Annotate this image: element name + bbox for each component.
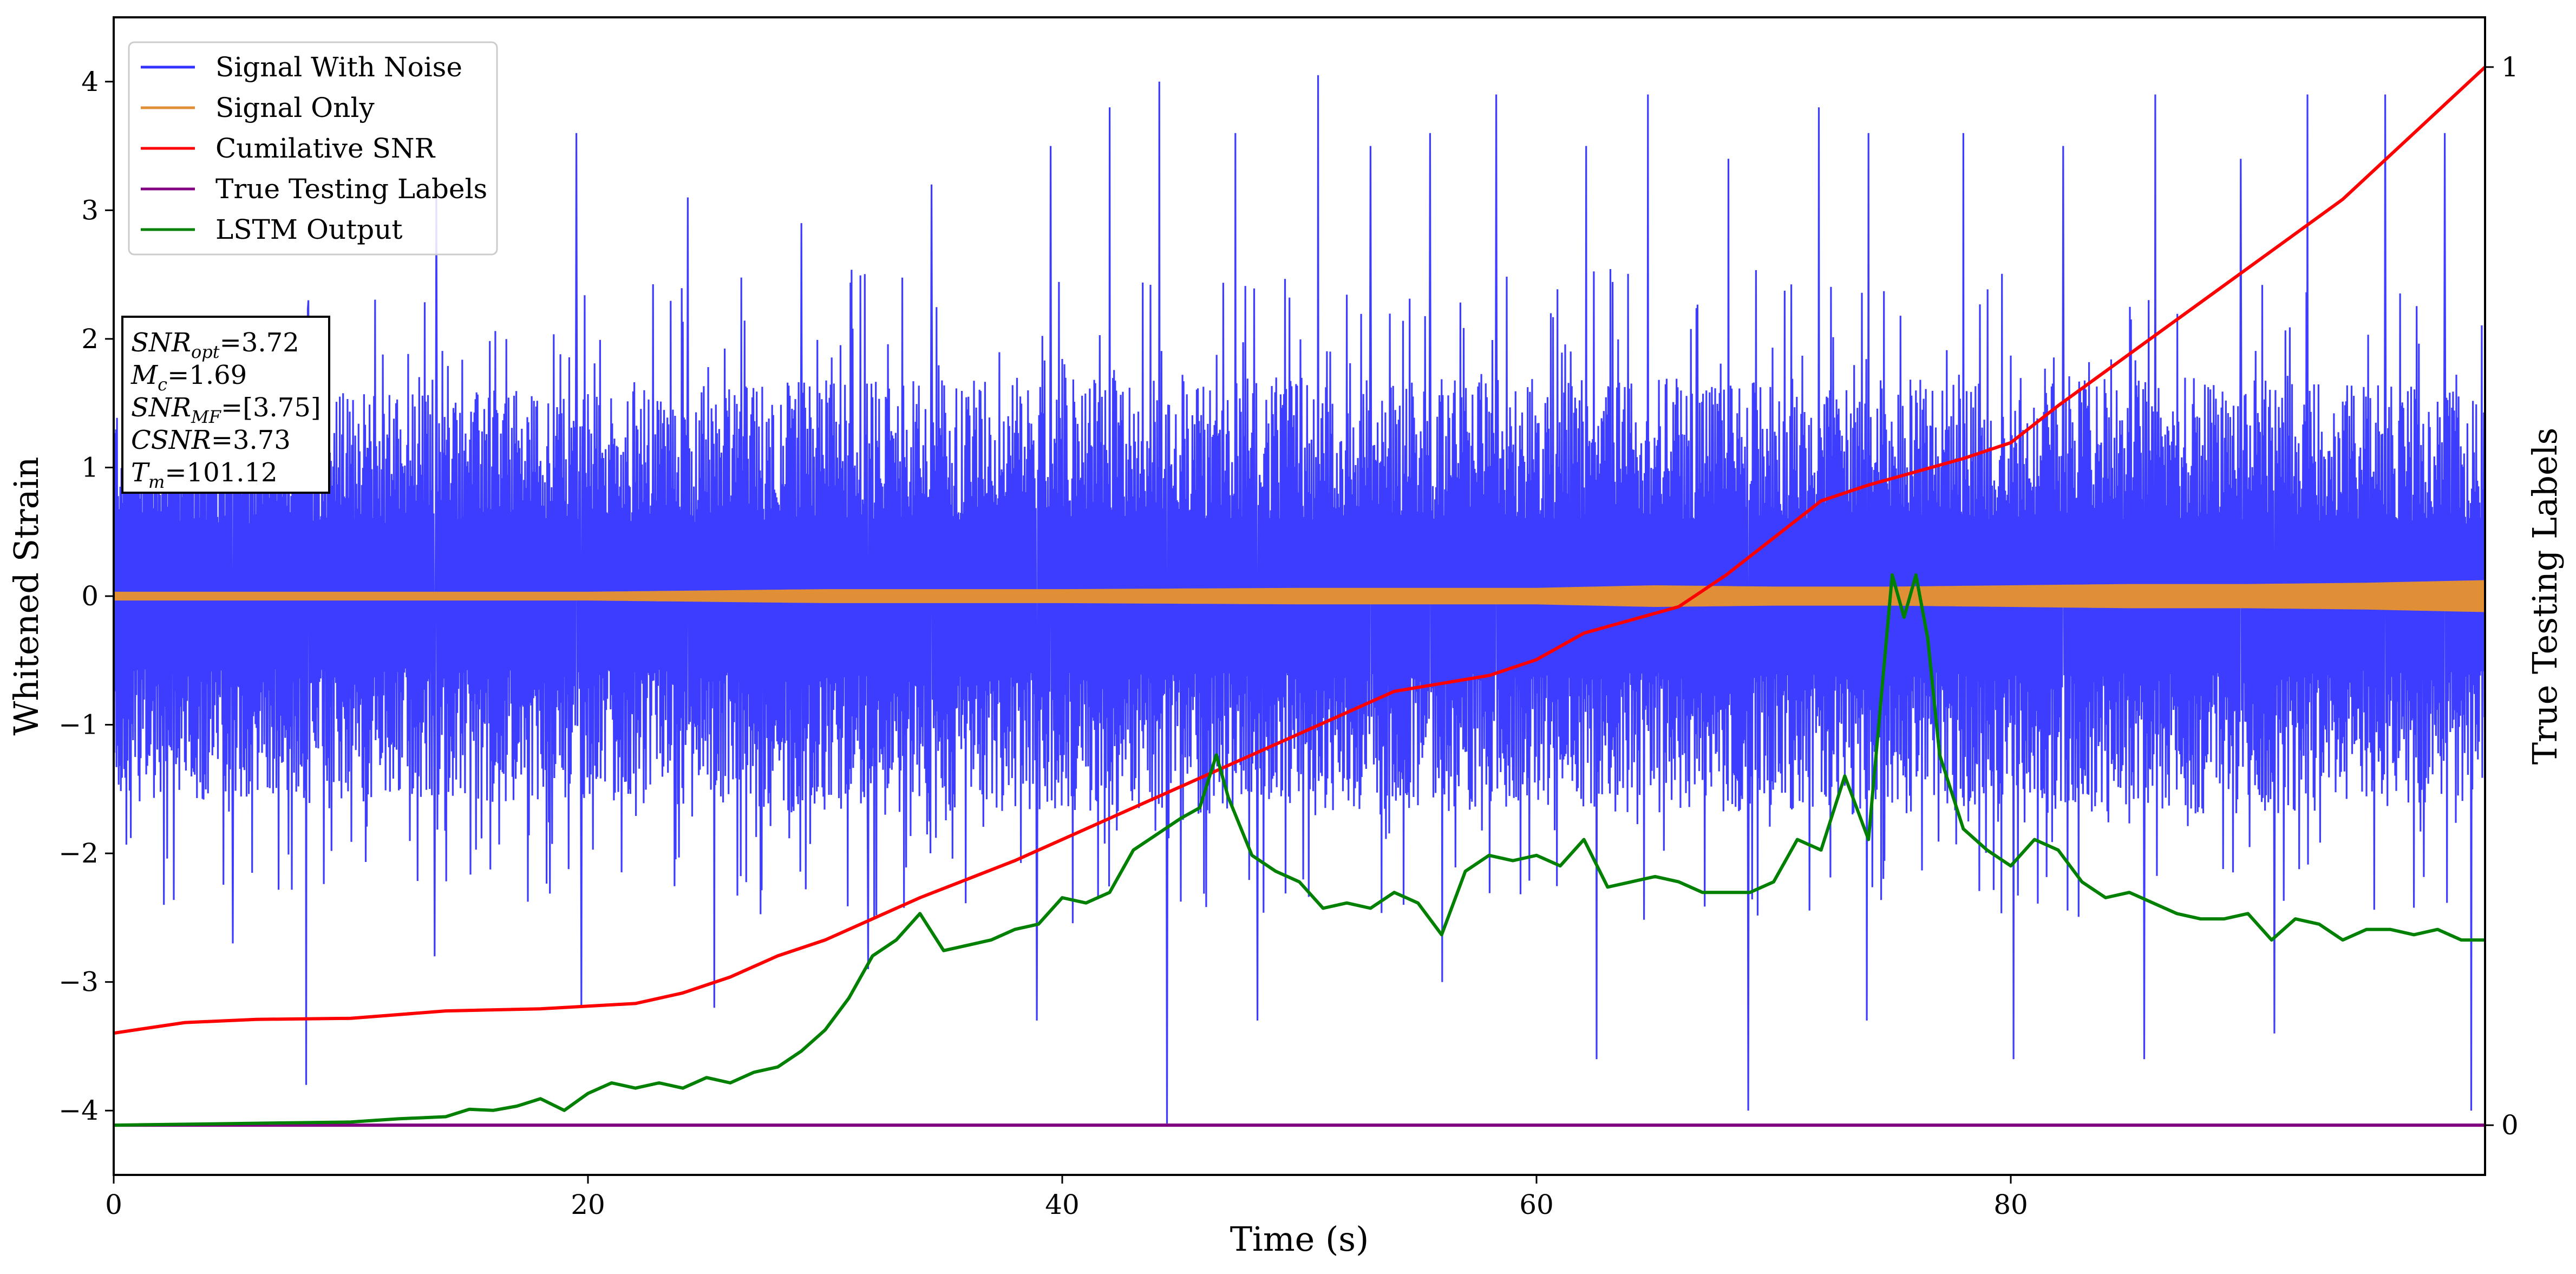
series-lstm-output xyxy=(114,573,2485,1127)
annotation-value: =3.73 xyxy=(211,425,291,455)
annotation-value: =1.69 xyxy=(167,360,247,390)
y-tick-label: −2 xyxy=(58,838,99,869)
annotation-subscript: c xyxy=(158,374,167,395)
annotation-line: Tm=101.12 xyxy=(131,458,278,492)
annotation-line: CSNR=3.73 xyxy=(131,425,291,455)
annotation-box: SNRopt=3.72Mc=1.69SNRMF=[3.75]CSNR=3.73T… xyxy=(121,316,330,494)
x-tick-label: 0 xyxy=(105,1189,122,1220)
y2-tick-label: 0 xyxy=(2501,1109,2519,1141)
y-tick-label: −1 xyxy=(58,709,99,741)
annotation-frame xyxy=(121,316,330,494)
x-tick-label: 60 xyxy=(1519,1189,1554,1220)
x-axis-label: Time (s) xyxy=(1230,1219,1369,1259)
y-tick-label: −3 xyxy=(58,966,99,998)
x-tick-label: 40 xyxy=(1045,1189,1080,1220)
y-tick-label: −4 xyxy=(58,1095,99,1126)
legend-entry: Cumilative SNR xyxy=(215,133,435,164)
x-tick-label: 80 xyxy=(1993,1189,2028,1220)
y2-tick-label: 1 xyxy=(2501,51,2519,83)
annotation-symbol: T xyxy=(131,458,150,488)
y-tick-label: 4 xyxy=(81,66,99,97)
y-axis-label: Whitened Strain xyxy=(6,457,46,736)
annotation-value: =3.72 xyxy=(220,328,299,358)
annotation-subscript: MF xyxy=(191,407,222,427)
annotation-subscript: opt xyxy=(191,342,220,362)
annotation-symbol: SNR xyxy=(131,393,191,423)
annotation-symbol: SNR xyxy=(131,328,191,358)
x-tick-label: 20 xyxy=(571,1189,605,1220)
series-signal-with-noise xyxy=(114,75,2485,1124)
annotation-symbol: M xyxy=(130,360,159,390)
legend-entry: Signal Only xyxy=(215,92,375,123)
legend-frame xyxy=(128,41,498,256)
series-cumilative-snr xyxy=(114,66,2485,1035)
annotation-value: =[3.75] xyxy=(221,393,321,423)
y-tick-label: 1 xyxy=(81,452,99,483)
data-layer xyxy=(114,66,2485,1127)
legend: Signal With Noise Signal Only Cumilative S… xyxy=(128,41,498,256)
legend-entry: LSTM Output xyxy=(215,214,402,245)
annotation-line: SNRMF=[3.75] xyxy=(131,393,321,427)
y2-axis-label: True Testing Labels xyxy=(2525,428,2565,765)
y-tick-label: 3 xyxy=(81,194,99,226)
annotation-line: SNRopt=3.72 xyxy=(131,328,299,362)
annotation-line: Mc=1.69 xyxy=(130,360,247,395)
annotation-symbol: CSNR xyxy=(131,425,211,455)
y-tick-label: 2 xyxy=(81,323,99,355)
legend-entry: Signal With Noise xyxy=(215,51,462,83)
legend-entry: True Testing Labels xyxy=(215,173,487,205)
annotation-subscript: m xyxy=(148,472,165,492)
plot-area xyxy=(114,66,2485,1127)
y-tick-label: 0 xyxy=(81,580,99,612)
annotation-value: =101.12 xyxy=(165,458,277,488)
